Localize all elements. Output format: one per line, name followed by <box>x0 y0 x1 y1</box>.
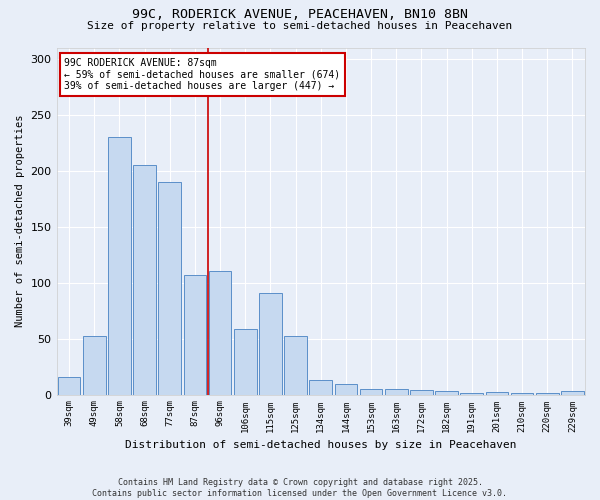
Bar <box>83 336 106 394</box>
Bar <box>184 275 206 394</box>
Bar <box>410 390 433 394</box>
Bar <box>58 376 80 394</box>
Bar <box>209 272 232 394</box>
Y-axis label: Number of semi-detached properties: Number of semi-detached properties <box>15 115 25 328</box>
Bar <box>259 292 282 394</box>
Text: 99C RODERICK AVENUE: 87sqm
← 59% of semi-detached houses are smaller (674)
39% o: 99C RODERICK AVENUE: 87sqm ← 59% of semi… <box>64 58 341 91</box>
Bar <box>435 391 458 394</box>
Bar <box>284 336 307 394</box>
Text: Contains HM Land Registry data © Crown copyright and database right 2025.
Contai: Contains HM Land Registry data © Crown c… <box>92 478 508 498</box>
Text: 99C, RODERICK AVENUE, PEACEHAVEN, BN10 8BN: 99C, RODERICK AVENUE, PEACEHAVEN, BN10 8… <box>132 8 468 20</box>
Bar <box>158 182 181 394</box>
Bar <box>335 384 357 394</box>
Bar <box>360 389 382 394</box>
Bar <box>385 389 407 394</box>
Bar <box>234 328 257 394</box>
Text: Size of property relative to semi-detached houses in Peacehaven: Size of property relative to semi-detach… <box>88 21 512 31</box>
Bar <box>561 391 584 394</box>
Bar <box>108 137 131 394</box>
Bar <box>133 165 156 394</box>
Bar <box>310 380 332 394</box>
Bar <box>485 392 508 394</box>
X-axis label: Distribution of semi-detached houses by size in Peacehaven: Distribution of semi-detached houses by … <box>125 440 517 450</box>
